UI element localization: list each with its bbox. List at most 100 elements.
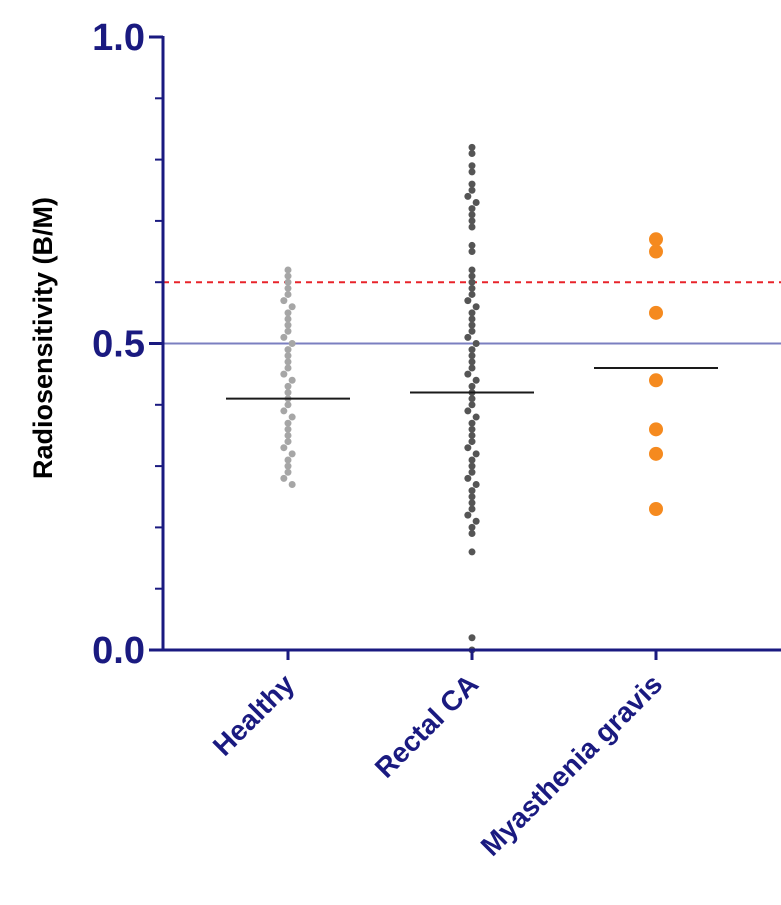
data-point [468,223,476,231]
data-point [649,373,663,388]
data-point [468,456,476,464]
data-point [472,303,480,311]
data-point [649,422,663,437]
data-point [284,364,292,372]
data-point [288,340,296,347]
data-point [468,315,476,323]
y-tick-label: 0.0 [92,630,145,672]
data-point [284,468,292,476]
data-point [472,517,480,525]
data-point [284,352,292,360]
data-point [280,407,288,415]
data-point [472,413,480,421]
data-point [468,186,476,194]
data-point [284,425,292,433]
data-point [468,548,476,556]
data-point [284,315,292,323]
data-point [288,450,296,458]
data-points [280,143,663,654]
data-point [468,211,476,219]
data-point [468,487,476,495]
data-point [649,502,663,517]
data-point [468,149,476,157]
data-point [464,297,472,305]
data-point [468,321,476,329]
data-point [284,266,292,274]
data-point [288,303,296,311]
data-point [464,370,472,378]
data-point [280,297,288,305]
data-point [284,290,292,298]
data-point [468,438,476,446]
data-point [284,401,292,409]
data-point [288,376,296,384]
data-point [284,327,292,335]
data-point [649,305,663,320]
data-point [468,634,476,642]
data-point [468,425,476,433]
data-point [468,180,476,188]
data-point [284,272,292,280]
data-point [468,395,476,403]
data-point [649,244,663,259]
data-point [468,241,476,249]
data-point [468,327,476,335]
data-point [464,407,472,415]
data-point [468,499,476,507]
data-point [284,358,292,366]
data-point [284,431,292,439]
data-point [284,278,292,286]
data-point [284,462,292,470]
data-point [468,162,476,170]
data-point [468,217,476,225]
data-point [468,352,476,360]
data-point [468,205,476,213]
data-point [284,382,292,390]
data-point [472,376,480,384]
data-point [280,444,288,452]
data-point [468,468,476,476]
x-category-label: Rectal CA [369,668,484,783]
mean-lines [226,367,718,400]
data-point [284,389,292,397]
data-point [464,511,472,519]
data-point [284,321,292,329]
data-point [284,346,292,354]
data-point [472,450,480,458]
data-point [472,340,480,347]
data-point [280,370,288,378]
data-point [468,290,476,298]
data-point [468,523,476,531]
data-point [284,456,292,464]
data-point [468,530,476,538]
data-point [468,431,476,439]
data-point [464,192,472,200]
data-point [284,284,292,292]
data-point [649,446,663,461]
data-point [468,462,476,470]
data-point [468,272,476,280]
data-point [468,248,476,256]
data-point [464,333,472,341]
y-axis-title: Radiosensitivity (B/M) [28,197,58,479]
data-point [468,505,476,513]
data-point [468,168,476,176]
data-point [468,493,476,501]
data-point [284,438,292,446]
y-tick-label: 1.0 [92,17,145,59]
data-point [468,382,476,390]
x-category-label: Healthy [207,668,301,762]
data-point [468,143,476,151]
data-point [468,401,476,409]
y-tick-label: 0.5 [92,324,145,366]
data-point [464,444,472,452]
data-point [472,480,480,488]
data-point [649,232,663,247]
data-point [280,474,288,482]
data-point [284,309,292,317]
data-point [468,284,476,292]
data-point [468,358,476,366]
data-point [284,419,292,427]
